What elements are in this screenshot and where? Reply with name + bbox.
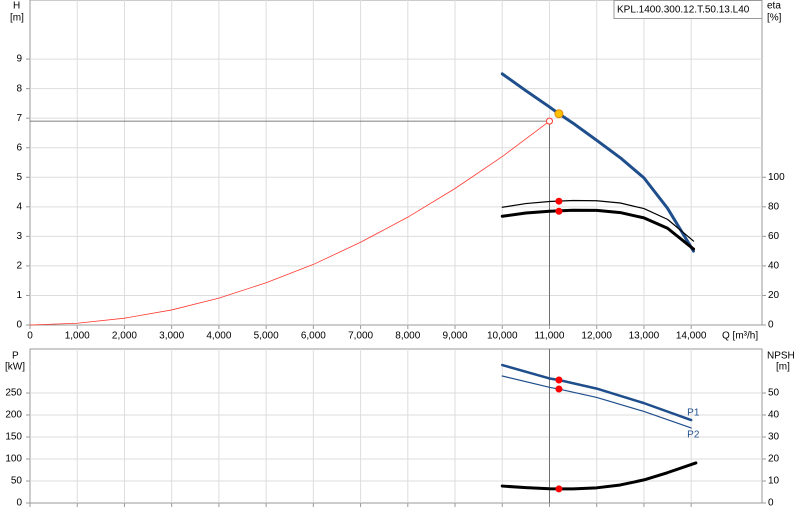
curve <box>500 461 698 491</box>
curve <box>500 208 696 251</box>
x-tick-label: 11,000 <box>535 331 565 342</box>
duty-point <box>545 117 553 125</box>
y-tick-label: 1 <box>16 290 22 301</box>
chart-title: KPL.1400.300.12.T.50.13.L40 <box>617 5 750 16</box>
y2-axis-unit: [%] <box>767 13 782 24</box>
plot-area <box>29 348 763 504</box>
operating-point <box>554 109 564 119</box>
operating-point <box>555 376 563 384</box>
curve <box>501 199 695 242</box>
y2-tick-label: 20 <box>768 454 780 465</box>
operating-point <box>555 207 563 215</box>
x-tick-label: 10,000 <box>487 331 518 342</box>
x-tick-label: 12,000 <box>581 331 612 342</box>
y-tick-label: 250 <box>5 388 22 399</box>
y-tick-label: 4 <box>16 201 22 212</box>
x-tick-label: 1,000 <box>65 331 90 342</box>
y2-tick-label: 100 <box>768 172 785 183</box>
plot-area <box>29 0 763 326</box>
y-tick-label: 0 <box>16 320 22 331</box>
y2-tick-label: 0 <box>768 498 774 509</box>
y-tick-label: 5 <box>16 172 22 183</box>
y2-tick-label: 20 <box>768 290 780 301</box>
y2-tick-label: 60 <box>768 231 780 242</box>
y-tick-label: 200 <box>5 410 22 421</box>
operating-point <box>555 197 563 205</box>
x-tick-label: 13,000 <box>629 331 660 342</box>
y-axis-unit: [kW] <box>5 362 25 373</box>
y-tick-label: 6 <box>16 142 22 153</box>
y-tick-label: 7 <box>16 113 22 124</box>
y-tick-label: 2 <box>16 261 22 272</box>
y-tick-label: 3 <box>16 231 22 242</box>
curve <box>29 120 550 326</box>
x-tick-label: 4,000 <box>206 331 231 342</box>
x-tick-label: 5,000 <box>254 331 279 342</box>
series-label: P1 <box>687 408 700 419</box>
y-tick-label: 9 <box>16 54 22 65</box>
x-tick-label: 9,000 <box>443 331 468 342</box>
curve <box>500 72 696 253</box>
operating-point <box>555 385 563 393</box>
y2-tick-label: 40 <box>768 261 780 272</box>
y2-tick-label: 40 <box>768 410 780 421</box>
operating-point <box>555 485 563 493</box>
x-tick-label: 8,000 <box>395 331 420 342</box>
plot-layer: 0 1,000 2,000 3,000 4,000 5,000 6,000 7,000 8,00… <box>5 0 785 509</box>
y2-tick-label: 80 <box>768 201 780 212</box>
y-tick-label: 0 <box>16 498 22 509</box>
y2-tick-label: 30 <box>768 432 780 443</box>
y2-axis-unit: [m] <box>776 362 790 373</box>
y2-axis-label: NPSH <box>767 351 795 362</box>
y-axis-label: H <box>13 1 20 12</box>
x-tick-label: 6,000 <box>301 331 326 342</box>
series-label: P2 <box>687 430 700 441</box>
y-tick-label: 150 <box>5 432 22 443</box>
y-tick-label: 100 <box>5 454 22 465</box>
y-axis-unit: [m] <box>10 13 24 24</box>
x-axis-label: Q [m³/h] <box>722 331 758 342</box>
x-tick-label: 14,000 <box>676 331 707 342</box>
y-tick-label: 8 <box>16 83 22 94</box>
y2-tick-label: 10 <box>768 476 780 487</box>
curve <box>501 363 693 422</box>
y-tick-label: 50 <box>11 476 23 487</box>
y2-tick-label: 50 <box>768 388 780 399</box>
x-tick-label: 3,000 <box>159 331 184 342</box>
x-tick-label: 2,000 <box>112 331 137 342</box>
y-axis-label: P <box>12 351 19 362</box>
title-frame <box>613 0 763 19</box>
x-tick-label: 0 <box>27 331 33 342</box>
x-tick-label: 7,000 <box>348 331 373 342</box>
y2-axis-label: eta <box>767 1 781 12</box>
y2-tick-label: 0 <box>768 320 774 331</box>
curve <box>501 375 692 429</box>
title-box: KPL.1400.300.12.T.50.13.L40 <box>613 0 763 19</box>
